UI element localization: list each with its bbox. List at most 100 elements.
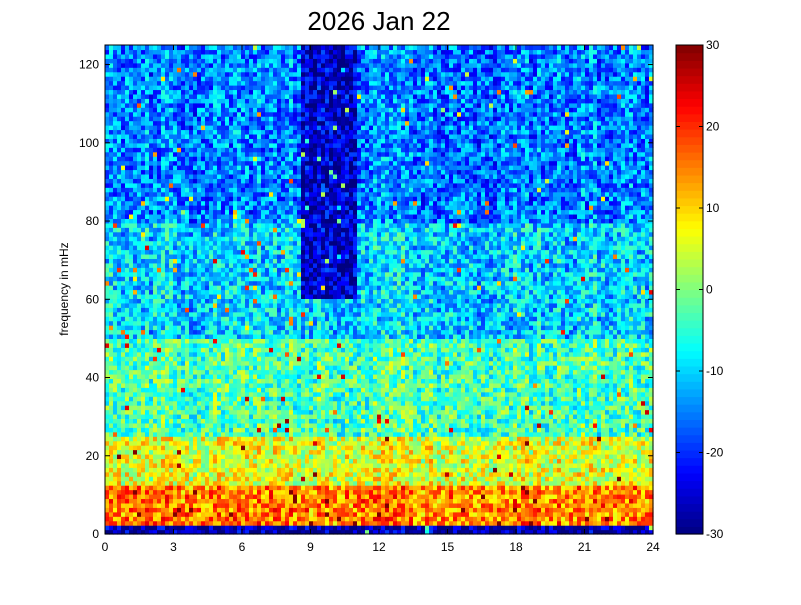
heatmap-cell [261,53,266,59]
heatmap-cell [181,245,186,251]
heatmap-cell [149,462,154,468]
heatmap-cell [129,98,134,104]
heatmap-cell [253,173,258,179]
heatmap-cell [189,409,194,415]
heatmap-cell [125,325,130,331]
heatmap-cell [221,507,226,513]
heatmap-cell [125,80,130,86]
heatmap-cell [201,173,206,179]
heatmap-cell [153,271,158,277]
heatmap-cell [121,240,126,246]
heatmap-cell [153,378,158,384]
heatmap-cell [201,125,206,131]
heatmap-cell [161,151,166,157]
heatmap-cell [229,405,234,411]
heatmap-cell [161,231,166,237]
heatmap-cell [153,400,158,406]
heatmap-cell [273,45,278,51]
heatmap-cell [173,347,178,353]
heatmap-cell [265,76,270,82]
heatmap-cell [269,58,274,64]
heatmap-cell [193,245,198,251]
heatmap-cell [209,53,214,59]
heatmap-cell [169,298,174,304]
heatmap-cell [137,480,142,486]
heatmap-cell [281,218,286,224]
heatmap-cell [173,160,178,166]
heatmap-cell [233,178,238,184]
heatmap-cell [149,271,154,277]
heatmap-cell [221,253,226,259]
heatmap-cell [245,258,250,264]
heatmap-cell [261,320,266,326]
heatmap-cell [281,45,286,51]
heatmap-cell [201,400,206,406]
heatmap-cell [121,80,126,86]
heatmap-cell [209,498,214,504]
heatmap-cell [117,93,122,99]
heatmap-cell [173,511,178,517]
heatmap-cell [169,467,174,473]
heatmap-cell [225,129,230,135]
heatmap-cell [141,120,146,126]
heatmap-cell [261,351,266,357]
heatmap-cell [117,276,122,282]
heatmap-cell [229,71,234,77]
heatmap-cell [249,467,254,473]
heatmap-cell [213,458,218,464]
heatmap-cell [217,116,222,122]
heatmap-cell [277,280,282,286]
heatmap-cell [173,276,178,282]
heatmap-cell [269,276,274,282]
heatmap-cell [181,298,186,304]
heatmap-cell [109,231,114,237]
heatmap-cell [201,89,206,95]
heatmap-cell [169,53,174,59]
heatmap-cell [153,280,158,286]
heatmap-cell [117,285,122,291]
heatmap-cell [281,156,286,162]
heatmap-cell [157,67,162,73]
heatmap-cell [125,285,130,291]
heatmap-cell [213,205,218,211]
heatmap-cell [237,409,242,415]
heatmap-cell [277,467,282,473]
heatmap-cell [133,507,138,513]
heatmap-cell [153,369,158,375]
heatmap-cell [149,453,154,460]
heatmap-cell [169,253,174,259]
heatmap-cell [133,49,138,55]
heatmap-cell [277,391,282,397]
heatmap-cell [189,422,194,428]
heatmap-cell [181,222,186,228]
heatmap-cell [257,293,262,299]
heatmap-cell [265,200,270,206]
heatmap-cell [185,249,190,255]
heatmap-cell [265,116,270,122]
heatmap-cell [145,169,150,175]
heatmap-cell [165,360,170,366]
heatmap-cell [221,405,226,411]
heatmap-cell [153,325,158,331]
heatmap-cell [185,378,190,384]
heatmap-cell [269,236,274,242]
heatmap-cell [177,80,182,86]
heatmap-cell [273,351,278,357]
heatmap-cell [181,360,186,366]
heatmap-cell [285,338,290,344]
heatmap-cell [185,342,190,348]
heatmap-cell [189,240,194,246]
heatmap-cell [273,280,278,286]
heatmap-cell [273,311,278,317]
heatmap-cell [257,396,262,402]
heatmap-cell [169,342,174,348]
heatmap-cell [269,129,274,135]
heatmap-cell [213,191,218,197]
heatmap-cell [217,476,222,482]
heatmap-cell [265,507,270,513]
heatmap-cell [145,502,150,508]
heatmap-cell [113,480,118,486]
heatmap-cell [237,178,242,184]
heatmap-cell [169,45,174,51]
heatmap-cell [117,107,122,113]
